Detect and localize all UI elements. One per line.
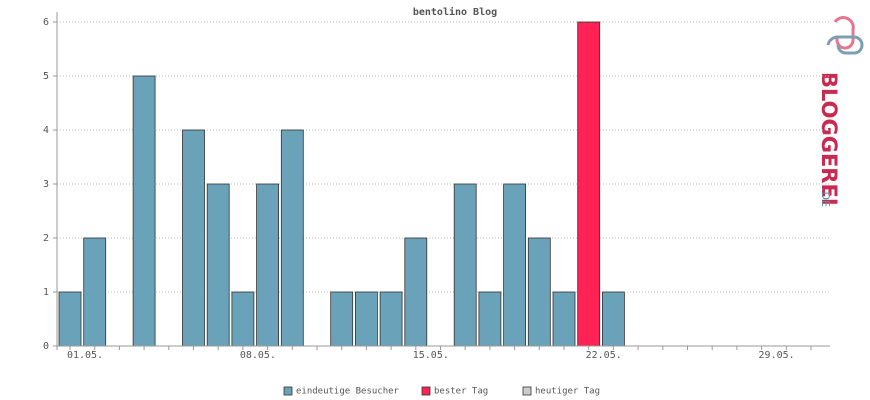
bar [404, 237, 428, 347]
bar [330, 291, 354, 347]
x-tick-label: 15.05. [413, 350, 449, 361]
bar [256, 183, 280, 347]
logo-icon [826, 35, 864, 55]
x-tick-label: 22.05. [586, 350, 622, 361]
logo-text: BLOGGEREI [817, 72, 841, 206]
chart-title: bentolino Blog [413, 6, 497, 18]
bar [503, 183, 527, 347]
y-tick-label: 1 [43, 287, 49, 298]
y-tick-label: 4 [43, 125, 49, 136]
y-tick-label: 2 [43, 233, 49, 244]
logo-suffix: .DE [819, 188, 832, 207]
bar [527, 237, 551, 347]
bar [602, 291, 625, 347]
legend-swatch [421, 386, 431, 396]
bar [354, 291, 378, 347]
bar [453, 183, 477, 347]
bar [58, 291, 82, 347]
logo-icon [833, 16, 855, 50]
legend-swatch [283, 386, 293, 396]
x-tick-label: 01.05. [67, 350, 103, 361]
bar [478, 291, 502, 347]
bar [280, 129, 304, 347]
y-tick-label: 3 [43, 179, 49, 190]
bar [552, 291, 576, 347]
legend-label: heutiger Tag [535, 387, 600, 397]
y-tick-label: 5 [43, 71, 49, 82]
bar [379, 291, 403, 347]
y-tick-label: 6 [43, 17, 49, 28]
legend-swatch [522, 386, 532, 396]
legend-label: eindeutige Besucher [296, 387, 400, 397]
legend-label: bester Tag [434, 387, 488, 397]
bar [206, 183, 230, 347]
bar [132, 75, 156, 347]
bar [577, 21, 601, 347]
y-tick-label: 0 [43, 341, 49, 352]
x-tick-label: 29.05. [759, 350, 795, 361]
bar [83, 237, 107, 347]
x-tick-label: 08.05. [240, 350, 276, 361]
bar [182, 129, 205, 347]
bar [231, 291, 255, 347]
logo: BLOGGEREI .DE [817, 16, 864, 207]
